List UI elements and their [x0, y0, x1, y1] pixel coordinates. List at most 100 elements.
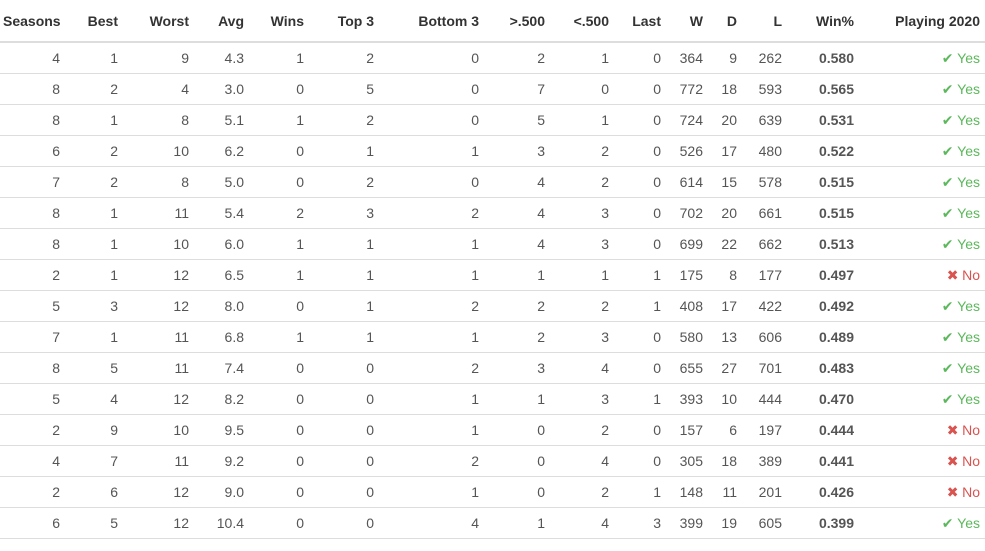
l-cell: 197	[742, 414, 787, 446]
win-pct-cell: 0.444	[787, 414, 859, 446]
l-cell: 661	[742, 197, 787, 229]
d-cell: 11	[708, 476, 742, 508]
under500-cell: 4	[550, 445, 614, 477]
col-header-d[interactable]: D	[708, 0, 742, 43]
worst-cell: 10	[123, 135, 194, 167]
l-cell: 177	[742, 259, 787, 291]
last-cell: 0	[614, 321, 666, 353]
playing-2020-label: Yes	[957, 328, 980, 345]
col-header-bottom3[interactable]: Bottom 3	[379, 0, 484, 43]
last-cell: 0	[614, 166, 666, 198]
worst-cell: 12	[123, 290, 194, 322]
top3-cell: 1	[309, 259, 379, 291]
col-header-avg[interactable]: Avg	[194, 0, 249, 43]
wins-cell: 0	[249, 290, 309, 322]
over500-cell: 2	[484, 290, 550, 322]
l-cell: 605	[742, 507, 787, 539]
l-cell: 444	[742, 383, 787, 415]
col-header-top3[interactable]: Top 3	[309, 0, 379, 43]
best-cell: 1	[65, 228, 123, 260]
d-cell: 10	[708, 383, 742, 415]
check-icon: ✔	[941, 111, 954, 128]
w-cell: 393	[666, 383, 708, 415]
playing-2020-cell: ✖ No	[859, 445, 985, 477]
wins-cell: 1	[249, 228, 309, 260]
win-pct-cell: 0.483	[787, 352, 859, 384]
seasons-cell: 8	[0, 197, 65, 229]
table-row: 4 7 11 9.2 0 0 2 0 4 0 305 18 389 0.441 ✖ No	[0, 445, 985, 477]
bottom3-cell: 0	[379, 42, 484, 74]
col-header-win-pct[interactable]: Win%	[787, 0, 859, 43]
l-cell: 662	[742, 228, 787, 260]
worst-cell: 4	[123, 73, 194, 105]
bottom3-cell: 1	[379, 383, 484, 415]
best-cell: 7	[65, 445, 123, 477]
check-icon: ✔	[941, 173, 954, 190]
wins-cell: 0	[249, 73, 309, 105]
top3-cell: 1	[309, 135, 379, 167]
table-row: 4 1 9 4.3 1 2 0 2 1 0 364 9 262 0.580 ✔ Yes	[0, 42, 985, 74]
playing-2020-cell: ✔ Yes	[859, 321, 985, 353]
bottom3-cell: 0	[379, 166, 484, 198]
l-cell: 480	[742, 135, 787, 167]
best-cell: 6	[65, 476, 123, 508]
over500-cell: 3	[484, 135, 550, 167]
playing-2020-label: No	[962, 266, 980, 283]
col-header-under500[interactable]: <.500	[550, 0, 614, 43]
w-cell: 699	[666, 228, 708, 260]
check-icon: ✔	[941, 328, 954, 345]
avg-cell: 6.5	[194, 259, 249, 291]
d-cell: 8	[708, 259, 742, 291]
wins-cell: 0	[249, 476, 309, 508]
win-pct-cell: 0.515	[787, 166, 859, 198]
table-row: 2 9 10 9.5 0 0 1 0 2 0 157 6 197 0.444 ✖ No	[0, 414, 985, 446]
wins-cell: 0	[249, 352, 309, 384]
col-header-w[interactable]: W	[666, 0, 708, 43]
playing-2020-label: Yes	[957, 204, 980, 221]
l-cell: 593	[742, 73, 787, 105]
col-header-wins[interactable]: Wins	[249, 0, 309, 43]
playing-2020-cell: ✔ Yes	[859, 166, 985, 198]
under500-cell: 4	[550, 507, 614, 539]
seasons-cell: 2	[0, 414, 65, 446]
playing-2020-cell: ✔ Yes	[859, 290, 985, 322]
last-cell: 0	[614, 445, 666, 477]
col-header-l[interactable]: L	[742, 0, 787, 43]
bottom3-cell: 1	[379, 259, 484, 291]
top3-cell: 0	[309, 352, 379, 384]
check-icon: ✔	[941, 235, 954, 252]
top3-cell: 0	[309, 445, 379, 477]
avg-cell: 6.8	[194, 321, 249, 353]
col-header-last[interactable]: Last	[614, 0, 666, 43]
check-icon: ✔	[941, 204, 954, 221]
col-header-seasons[interactable]: Seasons	[0, 0, 65, 43]
best-cell: 1	[65, 259, 123, 291]
bottom3-cell: 1	[379, 135, 484, 167]
under500-cell: 3	[550, 383, 614, 415]
seasons-cell: 8	[0, 73, 65, 105]
playing-2020-cell: ✔ Yes	[859, 73, 985, 105]
win-pct-cell: 0.565	[787, 73, 859, 105]
w-cell: 772	[666, 73, 708, 105]
d-cell: 17	[708, 290, 742, 322]
last-cell: 0	[614, 135, 666, 167]
w-cell: 580	[666, 321, 708, 353]
seasons-cell: 8	[0, 352, 65, 384]
w-cell: 157	[666, 414, 708, 446]
avg-cell: 9.5	[194, 414, 249, 446]
wins-cell: 1	[249, 321, 309, 353]
col-header-playing-2020[interactable]: Playing 2020	[859, 0, 985, 43]
cross-icon: ✖	[946, 483, 959, 500]
win-pct-cell: 0.492	[787, 290, 859, 322]
playing-2020-cell: ✔ Yes	[859, 507, 985, 539]
col-header-over500[interactable]: >.500	[484, 0, 550, 43]
top3-cell: 2	[309, 166, 379, 198]
playing-2020-cell: ✖ No	[859, 476, 985, 508]
avg-cell: 10.4	[194, 507, 249, 539]
worst-cell: 12	[123, 476, 194, 508]
col-header-best[interactable]: Best	[65, 0, 123, 43]
playing-2020-cell: ✔ Yes	[859, 383, 985, 415]
col-header-worst[interactable]: Worst	[123, 0, 194, 43]
last-cell: 1	[614, 290, 666, 322]
top3-cell: 2	[309, 42, 379, 74]
